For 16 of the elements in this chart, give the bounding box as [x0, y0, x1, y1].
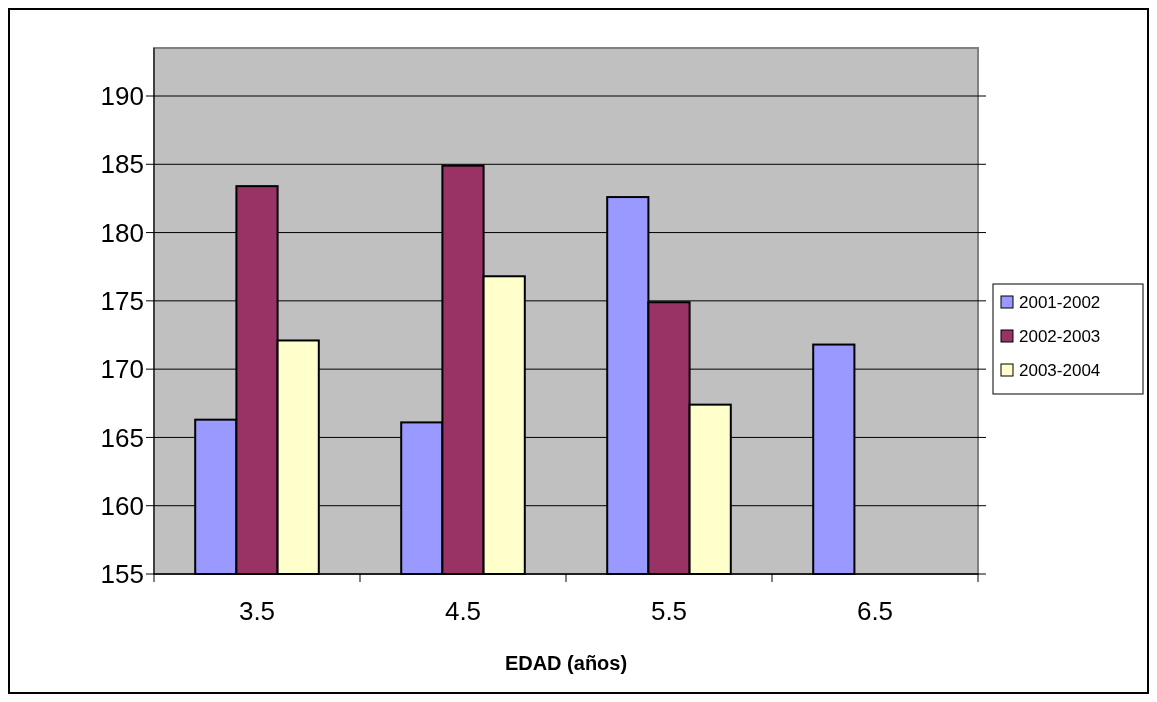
y-tick-label: 160: [100, 490, 144, 521]
x-tick-label: 5.5: [650, 596, 688, 626]
legend-label: 2003-2004: [1019, 360, 1101, 380]
x-tick-label: 4.5: [444, 596, 482, 626]
x-tick-label: 3.5: [238, 596, 276, 626]
y-tick-label: 175: [100, 285, 144, 316]
legend-label: 2002-2003: [1019, 326, 1101, 346]
y-tick-label: 185: [100, 149, 144, 180]
legend-label: 2001-2002: [1019, 292, 1101, 312]
y-tick-label: 180: [100, 217, 144, 248]
x-axis-title: EDAD (años): [504, 652, 628, 674]
y-tick-label: 155: [100, 559, 144, 590]
y-tick-label: 170: [100, 354, 144, 385]
y-tick-label: 165: [100, 422, 144, 453]
x-tick-label: 6.5: [856, 596, 894, 626]
y-tick-label: 190: [100, 81, 144, 112]
